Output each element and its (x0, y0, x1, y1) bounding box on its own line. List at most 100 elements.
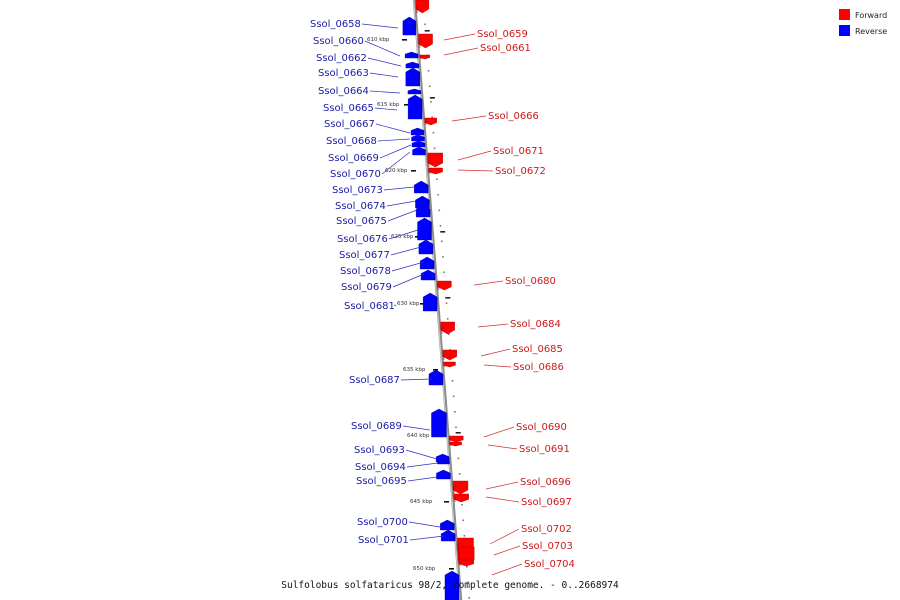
gene-ssol-0681-label[interactable]: Ssol_0681 (344, 301, 395, 312)
gene-ssol-0686-label[interactable]: Ssol_0686 (513, 362, 564, 373)
gene-ssol-0665-label[interactable]: Ssol_0665 (323, 103, 374, 114)
gene-ssol-0677[interactable] (418, 239, 434, 255)
gene-ssol-0673[interactable] (414, 180, 429, 194)
gene-ssol-0676-label[interactable]: Ssol_0676 (337, 234, 388, 245)
gene-ssol-0690[interactable] (449, 435, 464, 443)
gene-ssol-0661-label[interactable]: Ssol_0661 (480, 43, 531, 54)
gene-ssol-0697-label[interactable]: Ssol_0697 (521, 497, 572, 508)
gene-ssol-0704[interactable] (458, 559, 474, 567)
gene-ssol-0701[interactable] (440, 529, 456, 542)
backbone-dot (429, 85, 431, 88)
gene-ssol-0673-label[interactable]: Ssol_0673 (332, 185, 383, 196)
gene-ssol-0693-shade (447, 456, 450, 462)
backbone-dot (445, 302, 448, 305)
genome-caption: Sulfolobus solfataricus 98/2, complete g… (281, 580, 619, 591)
gene-ssol-0669-label[interactable]: Ssol_0669 (328, 153, 379, 164)
gene-ssol-0693-label[interactable]: Ssol_0693 (354, 445, 405, 456)
gene-ssol-0675-label[interactable]: Ssol_0675 (336, 216, 387, 227)
backbone-dot (439, 225, 442, 227)
gene-ssol-0684[interactable] (440, 321, 455, 335)
gene-ssol-0657[interactable] (415, 0, 430, 14)
gene-ssol-0679[interactable] (420, 269, 436, 281)
gene-ssol-0658-label[interactable]: Ssol_0658 (310, 19, 361, 30)
gene-ssol-0665-shade (420, 99, 423, 119)
gene-ssol-0691-label[interactable]: Ssol_0691 (519, 444, 570, 455)
gene-ssol-0659-label[interactable]: Ssol_0659 (477, 29, 528, 40)
gene-ssol-0668[interactable] (411, 134, 425, 142)
gene-ssol-0678-label[interactable]: Ssol_0678 (340, 266, 391, 277)
gene-ssol-0664[interactable] (407, 88, 422, 95)
gene-ssol-0686[interactable] (443, 361, 456, 368)
gene-ssol-0687[interactable] (428, 369, 444, 386)
gene-ssol-0684-label[interactable]: Ssol_0684 (510, 319, 561, 330)
gene-ssol-0667-label[interactable]: Ssol_0667 (324, 119, 375, 130)
gene-ssol-0671[interactable] (427, 152, 443, 168)
gene-ssol-0690-label[interactable]: Ssol_0690 (516, 422, 567, 433)
gene-ssol-0671-label[interactable]: Ssol_0671 (493, 146, 544, 157)
gene-ssol-0666-label[interactable]: Ssol_0666 (488, 111, 539, 122)
gene-ssol-0687-label[interactable]: Ssol_0687 (349, 375, 400, 386)
gene-ssol-0659[interactable] (418, 33, 433, 49)
genes (402, 0, 475, 600)
gene-ssol-0676[interactable] (417, 217, 432, 241)
gene-ssol-0680[interactable] (437, 280, 452, 291)
gene-ssol-0695[interactable] (436, 469, 451, 480)
gene-ssol-0674[interactable] (415, 195, 430, 209)
kbp-tick-label: 640 kbp (407, 433, 430, 439)
gene-ssol-0678[interactable] (419, 256, 435, 270)
gene-ssol-0701-label[interactable]: Ssol_0701 (358, 535, 409, 546)
kbp-tick-label: 610 kbp (367, 37, 390, 43)
backbone-dot (424, 23, 426, 26)
gene-ssol-0657-shade (415, 4, 418, 13)
gene-ssol-0672[interactable] (428, 167, 443, 175)
gene-ssol-0685[interactable] (442, 349, 457, 361)
gene-ssol-0680-label[interactable]: Ssol_0680 (505, 276, 556, 287)
gene-ssol-0702-label[interactable]: Ssol_0702 (521, 524, 572, 535)
gene-ssol-0689[interactable] (431, 408, 447, 438)
gene-ssol-0681-shade (435, 297, 438, 311)
gene-ssol-0697[interactable] (453, 493, 469, 503)
gene-ssol-0703-label[interactable]: Ssol_0703 (522, 541, 573, 552)
gene-ssol-0660-label[interactable]: Ssol_0660 (313, 36, 364, 47)
gene-ssol-0672-label[interactable]: Ssol_0672 (495, 166, 546, 177)
gene-ssol-0705[interactable] (444, 570, 460, 600)
gene-ssol-0700-leader (408, 521, 441, 528)
gene-ssol-0694-label[interactable]: Ssol_0694 (355, 462, 406, 473)
gene-ssol-0704-label[interactable]: Ssol_0704 (524, 559, 575, 570)
gene-ssol-0662[interactable] (405, 61, 420, 69)
gene-ssol-0666[interactable] (424, 117, 437, 126)
gene-ssol-0697-leader (485, 496, 520, 503)
gene-ssol-0675[interactable] (415, 204, 431, 218)
gene-ssol-0685-label[interactable]: Ssol_0685 (512, 344, 563, 355)
gene-ssol-0667[interactable] (410, 127, 425, 136)
gene-ssol-0689-label[interactable]: Ssol_0689 (351, 421, 402, 432)
legend: Forward Reverse (839, 9, 887, 36)
gene-ssol-0694[interactable] (437, 459, 450, 465)
gene-ssol-0658[interactable] (402, 16, 417, 36)
gene-ssol-0677-label[interactable]: Ssol_0677 (339, 250, 390, 261)
gene-ssol-0700-label[interactable]: Ssol_0700 (357, 517, 408, 528)
gene-ssol-0662-label[interactable]: Ssol_0662 (316, 53, 367, 64)
gene-ssol-0693[interactable] (435, 453, 450, 463)
gene-ssol-0670-label[interactable]: Ssol_0670 (330, 169, 381, 180)
gene-ssol-0696-label[interactable]: Ssol_0696 (520, 477, 571, 488)
gene-ssol-0694-shade (447, 461, 450, 464)
gene-ssol-0695-label[interactable]: Ssol_0695 (356, 476, 407, 487)
gene-ssol-0670[interactable] (412, 146, 426, 156)
gene-ssol-0663[interactable] (405, 67, 421, 87)
gene-ssol-0668-label[interactable]: Ssol_0668 (326, 136, 377, 147)
gene-ssol-0660[interactable] (404, 51, 419, 59)
gene-ssol-0669[interactable] (411, 140, 426, 148)
gene-ssol-0674-label[interactable]: Ssol_0674 (335, 201, 386, 212)
gene-ssol-0700[interactable] (440, 519, 455, 531)
gene-ssol-0696[interactable] (452, 480, 469, 495)
gene-ssol-0663-label[interactable]: Ssol_0663 (318, 68, 369, 79)
gene-ssol-0680-leader (473, 280, 504, 286)
gene-ssol-0681[interactable] (422, 292, 438, 312)
gene-ssol-0679-label[interactable]: Ssol_0679 (341, 282, 392, 293)
gene-ssol-0665[interactable] (407, 94, 423, 120)
gene-ssol-0664-label[interactable]: Ssol_0664 (318, 86, 369, 97)
kbp-tick-label: 625 kbp (391, 234, 414, 240)
gene-ssol-0691[interactable] (449, 441, 462, 447)
gene-ssol-0661[interactable] (419, 54, 430, 60)
